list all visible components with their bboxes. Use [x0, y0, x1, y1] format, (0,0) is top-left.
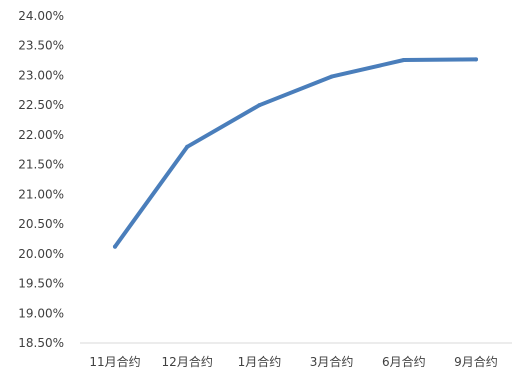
data-point [329, 74, 334, 79]
y-tick-label: 18.50% [18, 336, 64, 350]
data-point [401, 57, 406, 62]
y-tick-label: 24.00% [18, 9, 64, 23]
x-axis-labels: 11月合约 12月合约 1月合约 3月合约 6月合约 9月合约 [89, 354, 497, 369]
y-tick-label: 21.50% [18, 158, 64, 172]
x-tick-label: 3月合约 [310, 354, 354, 369]
x-tick-label: 12月合约 [162, 354, 213, 369]
x-tick-label: 1月合约 [238, 354, 282, 369]
y-tick-label: 22.00% [18, 128, 64, 142]
x-tick-label: 9月合约 [454, 354, 498, 369]
data-point [474, 57, 478, 62]
y-tick-label: 20.50% [18, 217, 64, 231]
y-tick-label: 20.00% [18, 247, 64, 261]
data-point [185, 144, 190, 149]
data-point [257, 103, 262, 108]
x-tick-label: 11月合约 [89, 354, 140, 369]
y-axis-labels: 18.50% 19.00% 19.50% 20.00% 20.50% 21.00% 21.5… [18, 9, 64, 350]
y-tick-label: 21.00% [18, 187, 64, 201]
series-group [113, 57, 478, 249]
y-tick-label: 23.00% [18, 68, 64, 82]
series-line [113, 57, 478, 249]
y-tick-label: 22.50% [18, 98, 64, 112]
x-tick-label: 6月合约 [382, 354, 426, 369]
y-tick-label: 19.00% [18, 306, 64, 320]
data-point [113, 244, 117, 249]
y-tick-label: 19.50% [18, 277, 64, 291]
y-tick-label: 23.50% [18, 39, 64, 53]
